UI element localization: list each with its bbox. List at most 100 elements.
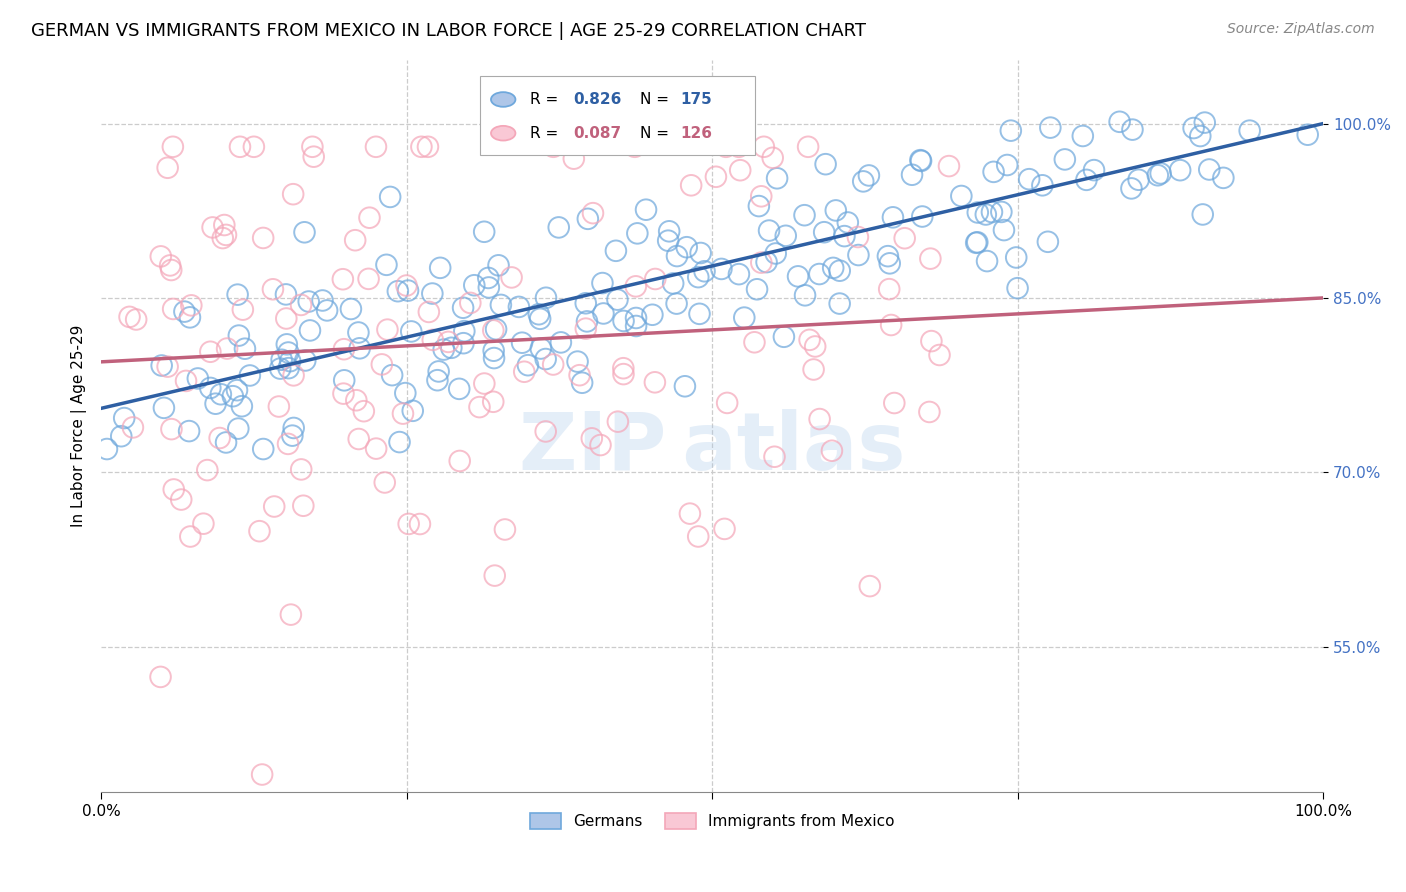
Point	[974, 207, 997, 221]
Point	[125, 312, 148, 326]
Point	[576, 211, 599, 226]
Point	[858, 169, 880, 183]
Point	[1108, 115, 1130, 129]
Text: N =: N =	[640, 126, 673, 141]
Point	[290, 462, 312, 476]
Point	[1168, 163, 1191, 178]
Point	[200, 344, 222, 359]
Point	[357, 272, 380, 286]
Text: 175: 175	[681, 92, 713, 107]
Point	[416, 140, 439, 154]
Point	[292, 499, 315, 513]
Point	[411, 140, 433, 154]
Point	[252, 231, 274, 245]
Point	[848, 248, 870, 262]
Point	[429, 260, 451, 275]
Point	[592, 306, 614, 320]
Point	[222, 389, 245, 403]
Point	[568, 368, 591, 383]
Point	[581, 431, 603, 445]
Point	[160, 263, 183, 277]
Point	[541, 358, 564, 372]
Point	[883, 396, 905, 410]
Point	[231, 399, 253, 413]
Point	[301, 140, 323, 154]
Point	[170, 492, 193, 507]
Point	[804, 339, 827, 353]
Point	[689, 307, 711, 321]
Point	[508, 300, 530, 314]
Point	[1146, 168, 1168, 182]
Point	[910, 153, 932, 168]
Point	[333, 342, 356, 356]
Point	[156, 359, 179, 374]
Point	[1212, 170, 1234, 185]
Point	[575, 321, 598, 335]
Point	[543, 140, 565, 154]
Point	[1000, 123, 1022, 137]
Point	[366, 442, 388, 456]
Point	[353, 404, 375, 418]
Point	[472, 376, 495, 391]
Point	[394, 386, 416, 401]
Point	[344, 393, 367, 408]
Point	[644, 376, 666, 390]
Point	[433, 343, 456, 357]
Point	[624, 310, 647, 325]
Point	[1005, 251, 1028, 265]
Point	[277, 345, 299, 359]
Point	[965, 235, 987, 250]
Point	[347, 326, 370, 340]
Point	[990, 205, 1012, 219]
Point	[215, 227, 238, 242]
Point	[728, 267, 751, 281]
Point	[344, 233, 367, 247]
Point	[1150, 166, 1173, 180]
Point	[727, 140, 749, 154]
Point	[149, 249, 172, 263]
Point	[277, 437, 299, 451]
Point	[215, 435, 238, 450]
Point	[381, 368, 404, 383]
Point	[749, 189, 772, 203]
Point	[440, 341, 463, 355]
Point	[716, 396, 738, 410]
Point	[713, 522, 735, 536]
Point	[755, 255, 778, 269]
Point	[814, 157, 837, 171]
Point	[1128, 173, 1150, 187]
Point	[877, 282, 900, 296]
Point	[347, 432, 370, 446]
Point	[332, 272, 354, 286]
Point	[378, 190, 401, 204]
Point	[494, 523, 516, 537]
Point	[901, 168, 924, 182]
Point	[422, 333, 444, 347]
Point	[163, 483, 186, 497]
Point	[501, 270, 523, 285]
Point	[174, 374, 197, 388]
Point	[626, 227, 648, 241]
Point	[1182, 121, 1205, 136]
Point	[981, 205, 1004, 219]
Point	[658, 224, 681, 238]
Point	[880, 318, 903, 332]
Point	[482, 394, 505, 409]
Point	[290, 298, 312, 312]
Point	[976, 254, 998, 268]
Point	[634, 202, 657, 217]
Point	[233, 342, 256, 356]
Point	[612, 314, 634, 328]
Point	[1031, 178, 1053, 193]
Point	[283, 421, 305, 435]
Point	[377, 323, 399, 337]
Point	[879, 256, 901, 270]
Text: R =: R =	[530, 92, 564, 107]
FancyBboxPatch shape	[479, 76, 755, 155]
Point	[298, 323, 321, 337]
Point	[332, 386, 354, 401]
Point	[589, 438, 612, 452]
Point	[208, 431, 231, 445]
Circle shape	[491, 92, 516, 107]
Point	[156, 161, 179, 175]
